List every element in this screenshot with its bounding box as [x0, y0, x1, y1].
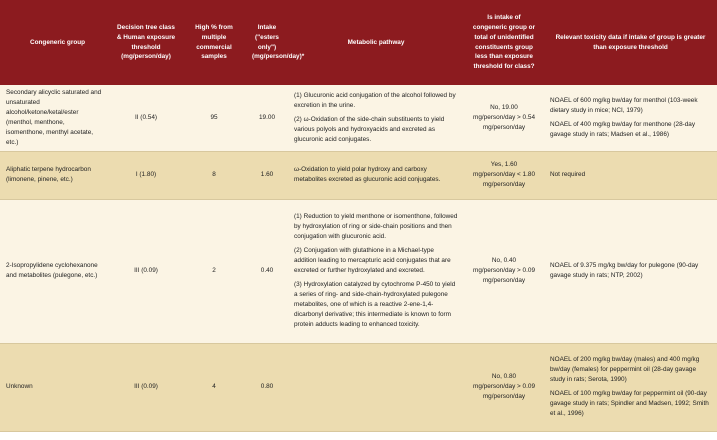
table-cell: Aliphatic terpene hydrocarbon (limonene,…	[0, 151, 110, 200]
table-body: Secondary alicyclic saturated and unsatu…	[0, 85, 717, 432]
column-header: Intake ("esters only") (mg/person/day)*	[246, 0, 304, 85]
column-header: Congeneric group	[0, 0, 110, 85]
table-cell: 2-Isopropylidene cyclohexanone and metab…	[0, 199, 110, 344]
cell-paragraph: (3) Hydroxylation catalyzed by cytochrom…	[294, 280, 456, 328]
table-cell: Yes, 1.60 mg/person/day < 1.80 mg/person…	[464, 151, 544, 200]
table-cell	[288, 343, 464, 432]
table-cell: NOAEL of 200 mg/kg bw/day (males) and 40…	[544, 343, 717, 432]
table-cell: 4	[182, 343, 246, 432]
table-cell: 2	[182, 199, 246, 344]
table-cell: Not required	[544, 151, 717, 200]
table-cell: No, 0.40 mg/person/day > 0.09 mg/person/…	[464, 199, 544, 344]
cell-paragraph: NOAEL of 9.375 mg/kg bw/day for pulegone…	[550, 262, 699, 279]
table-cell: 0.40	[246, 199, 288, 344]
header-row: Congeneric group Decision tree class & Hu…	[0, 0, 717, 85]
column-header: Metabolic pathway	[288, 0, 464, 85]
table-row: Secondary alicyclic saturated and unsatu…	[0, 85, 717, 152]
cell-paragraph: ω-Oxidation to yield polar hydroxy and c…	[294, 166, 441, 183]
cell-paragraph: Not required	[550, 171, 586, 179]
table-cell: Secondary alicyclic saturated and unsatu…	[0, 85, 110, 152]
table-cell: (1) Reduction to yield menthone or isome…	[288, 199, 464, 344]
table-cell: I (1.80)	[110, 151, 182, 200]
table-cell: 8	[182, 151, 246, 200]
table-cell: Unknown	[0, 343, 110, 432]
column-header: Is intake of congeneric group or total o…	[464, 0, 544, 85]
table-cell: ω-Oxidation to yield polar hydroxy and c…	[288, 151, 464, 200]
cell-paragraph: (2) ω-Oxidation of the side-chain substi…	[294, 115, 445, 143]
table-cell: 95	[182, 85, 246, 152]
table-cell: II (0.54)	[110, 85, 182, 152]
table-row: Unknown III (0.09) 4 0.80 No, 0.80 mg/person…	[0, 343, 717, 432]
table-cell: III (0.09)	[110, 343, 182, 432]
table-cell: (1) Glucuronic acid conjugation of the a…	[288, 85, 464, 152]
column-header: High % from multiple commercial samples	[182, 0, 246, 85]
table-cell: 19.00	[246, 85, 288, 152]
cell-paragraph: NOAEL of 200 mg/kg bw/day (males) and 40…	[550, 356, 700, 384]
table-cell: 0.80	[246, 343, 288, 432]
cell-paragraph: (2) Conjugation with glutathione in a Mi…	[294, 247, 451, 275]
table-row: 2-Isopropylidene cyclohexanone and metab…	[0, 199, 717, 344]
table-cell: NOAEL of 600 mg/kg bw/day for menthol (1…	[544, 85, 717, 152]
cell-paragraph: (1) Glucuronic acid conjugation of the a…	[294, 91, 456, 109]
table-cell: III (0.09)	[110, 199, 182, 344]
cell-paragraph: NOAEL of 600 mg/kg bw/day for menthol (1…	[550, 96, 698, 114]
table-row: Aliphatic terpene hydrocarbon (limonene,…	[0, 151, 717, 200]
cell-paragraph: NOAEL of 400 mg/kg bw/day for menthone (…	[550, 120, 696, 138]
table-cell: No, 19.00 mg/person/day > 0.54 mg/person…	[464, 85, 544, 152]
cell-paragraph: NOAEL of 100 mg/kg bw/day for peppermint…	[550, 390, 709, 417]
column-header: Decision tree class & Human exposure thr…	[110, 0, 182, 85]
cell-paragraph: (1) Reduction to yield menthone or isome…	[294, 213, 458, 241]
table-cell: 1.60	[246, 151, 288, 200]
table-cell: No, 0.80 mg/person/day > 0.09 mg/person/…	[464, 343, 544, 432]
table-cell: NOAEL of 9.375 mg/kg bw/day for pulegone…	[544, 199, 717, 344]
column-header: Relevant toxicity data if intake of grou…	[544, 0, 717, 85]
